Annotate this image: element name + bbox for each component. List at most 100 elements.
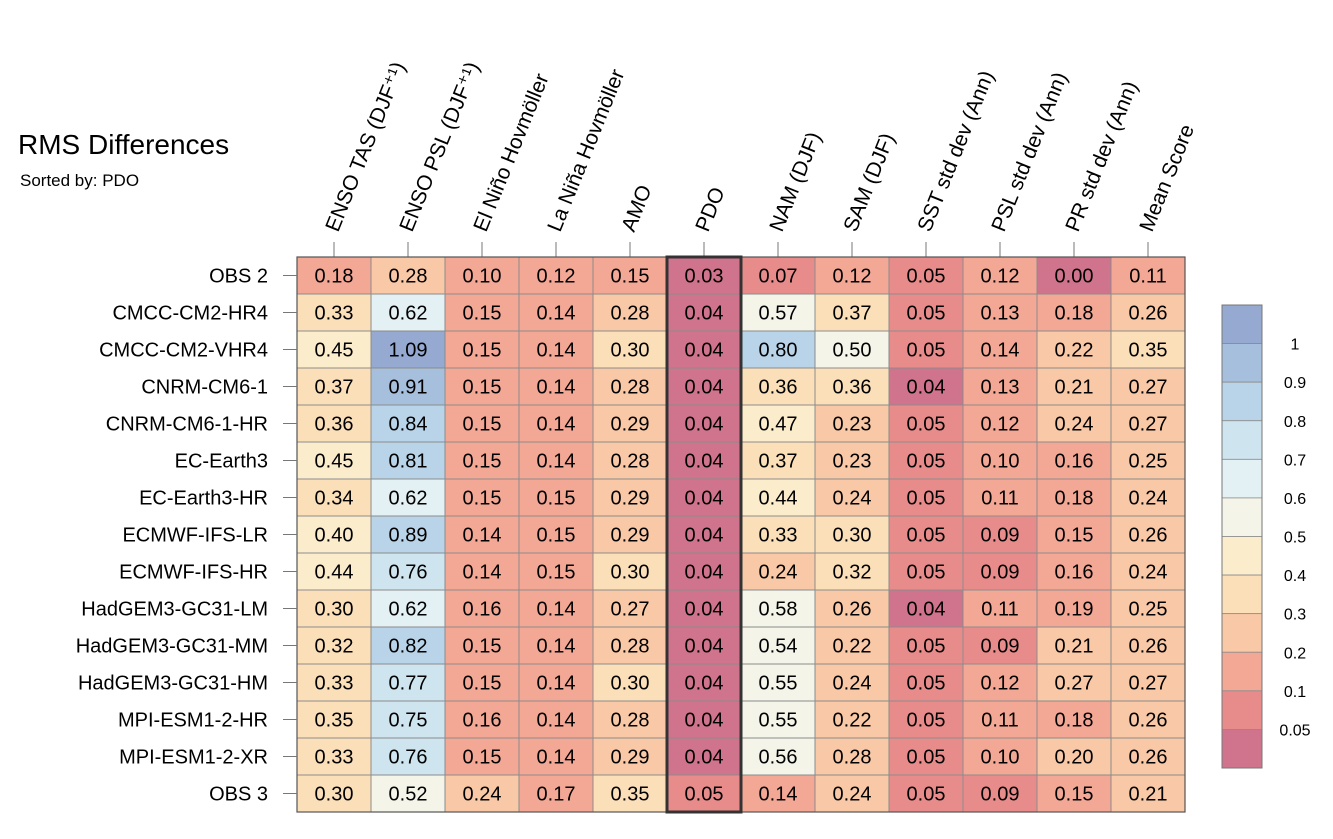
heatmap-cell: [740, 589, 816, 628]
cell-value-label: 0.36: [759, 377, 798, 399]
cell-value-label: 0.05: [907, 340, 946, 362]
cell-value-label: 0.24: [1055, 414, 1094, 436]
cell-value-label: 0.24: [463, 784, 502, 806]
cell-value-label: 0.33: [315, 673, 354, 695]
cell-value-label: 0.05: [907, 710, 946, 732]
heatmap-cell: [962, 737, 1038, 776]
colorbar-label: 0.05: [1279, 722, 1310, 739]
heatmap-cell: [888, 478, 964, 517]
heatmap-cell: [1036, 774, 1112, 813]
heatmap-cell: [1036, 441, 1112, 480]
heatmap-row: 0.36 0.84 0.15 0.14 0.29 0.04 0.47 0.23 0.05 0.12…: [296, 404, 1186, 443]
heatmap-cell: [444, 626, 520, 665]
heatmap-cell: [296, 589, 372, 628]
heatmap-cell: [666, 663, 742, 702]
heatmap-cell: [666, 515, 742, 554]
column-label: El Niño Hovmöller: [469, 70, 553, 234]
cell-value-label: 0.40: [315, 525, 354, 547]
heatmap-cell: [518, 626, 594, 665]
cell-value-label: 0.04: [907, 377, 946, 399]
cell-value-label: 0.11: [981, 710, 1018, 732]
heatmap-cell: [1036, 330, 1112, 369]
cell-value-label: 0.12: [537, 266, 576, 288]
cell-value-label: 0.05: [907, 414, 946, 436]
cell-value-label: 0.28: [611, 303, 650, 325]
cell-value-label: 0.44: [315, 562, 354, 584]
heatmap-cell: [444, 663, 520, 702]
heatmap-cell: [1036, 737, 1112, 776]
cell-value-label: 0.15: [1055, 784, 1094, 806]
cell-value-label: 0.28: [611, 636, 650, 658]
heatmap-cell: [296, 441, 372, 480]
cell-value-label: 0.15: [537, 525, 576, 547]
heatmap-cell: [444, 330, 520, 369]
cell-value-label: 0.35: [1129, 340, 1168, 362]
colorbar-swatch: [1221, 729, 1263, 769]
cell-value-label: 0.24: [1129, 488, 1168, 510]
cell-value-label: 0.26: [1129, 747, 1168, 769]
colorbar-swatch: [1221, 536, 1263, 576]
heatmap-cell: [666, 589, 742, 628]
cell-value-label: 0.04: [907, 599, 946, 621]
cell-value-label: 0.24: [759, 562, 798, 584]
heatmap-cell: [296, 700, 372, 739]
cell-value-label: 0.14: [537, 747, 576, 769]
cell-value-label: 0.82: [389, 636, 428, 658]
heatmap-cell: [444, 404, 520, 443]
cell-value-label: 0.33: [315, 303, 354, 325]
colorbar-label: 0.3: [1284, 607, 1306, 624]
cell-value-label: 0.81: [389, 451, 428, 473]
heatmap-row: 0.30 0.52 0.24 0.17 0.35 0.05 0.14 0.24 0.05 0.09…: [296, 774, 1186, 813]
cell-value-label: 0.28: [389, 266, 428, 288]
heatmap-cell: [518, 367, 594, 406]
chart-title: RMS Differences: [18, 129, 229, 160]
heatmap-cell: [592, 737, 668, 776]
heatmap-cell: [592, 774, 668, 813]
heatmap-cell: [296, 626, 372, 665]
heatmap-cell: [1036, 256, 1112, 295]
cell-value-label: 0.62: [389, 488, 428, 510]
heatmap-cell: [888, 330, 964, 369]
heatmap-cell: [962, 367, 1038, 406]
cell-value-label: 0.09: [981, 562, 1020, 584]
cell-value-label: 0.03: [685, 266, 724, 288]
row-label: MPI-ESM1-2-XR: [119, 747, 268, 769]
heatmap-cell: [740, 700, 816, 739]
cell-value-label: 0.13: [981, 303, 1020, 325]
cell-value-label: 0.45: [315, 340, 354, 362]
row-label: HadGEM3-GC31-MM: [76, 636, 268, 658]
cell-value-label: 0.14: [463, 562, 502, 584]
heatmap-row: 0.37 0.91 0.15 0.14 0.28 0.04 0.36 0.36 0.04 0.13…: [296, 367, 1186, 406]
colorbar-label: 0.5: [1284, 530, 1306, 547]
cell-value-label: 0.15: [611, 266, 650, 288]
cell-value-label: 0.15: [1055, 525, 1094, 547]
row-label: HadGEM3-GC31-HM: [78, 673, 268, 695]
cell-value-label: 0.11: [1129, 266, 1166, 288]
cell-value-label: 0.25: [1129, 451, 1168, 473]
heatmap-cell: [518, 774, 594, 813]
cell-value-label: 0.05: [907, 673, 946, 695]
heatmap-cell: [444, 589, 520, 628]
heatmap-cell: [296, 663, 372, 702]
cell-value-label: 0.76: [389, 562, 428, 584]
heatmap-cell: [1110, 293, 1186, 332]
column-label: ENSO TAS (DJF⁺¹): [321, 59, 410, 235]
row-label: CNRM-CM6-1: [141, 377, 268, 399]
cell-value-label: 0.32: [315, 636, 354, 658]
cell-value-label: 0.10: [981, 451, 1020, 473]
heatmap-cell: [444, 367, 520, 406]
heatmap-cell: [518, 478, 594, 517]
heatmap-cell: [370, 552, 446, 591]
row-label: ECMWF-IFS-HR: [119, 562, 268, 584]
cell-value-label: 0.15: [463, 340, 502, 362]
cell-value-label: 0.14: [537, 414, 576, 436]
row-label: OBS 3: [209, 784, 268, 806]
heatmap-cell: [814, 330, 890, 369]
cell-value-label: 0.37: [759, 451, 798, 473]
cell-value-label: 0.47: [759, 414, 798, 436]
cell-value-label: 1.09: [389, 340, 428, 362]
heatmap-cell: [296, 256, 372, 295]
heatmap-cell: [1110, 589, 1186, 628]
cell-value-label: 0.04: [685, 303, 724, 325]
heatmap-cell: [296, 330, 372, 369]
